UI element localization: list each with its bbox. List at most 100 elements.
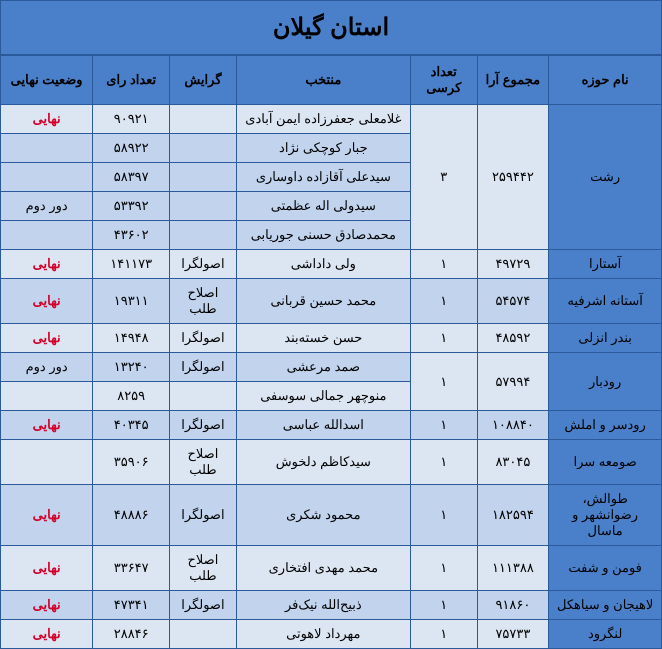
seats-cell: ۱ xyxy=(410,440,477,485)
table-row: صومعه سرا۸۳۰۴۵۱سیدکاظم دلخوشاصلاح طلب۳۵۹… xyxy=(1,440,662,485)
tendency-cell xyxy=(170,382,237,411)
vote-count-cell: ۳۵۹۰۶ xyxy=(93,440,170,485)
tendency-cell xyxy=(170,620,237,649)
district-cell: آستارا xyxy=(549,250,662,279)
status-cell xyxy=(1,440,93,485)
vote-count-cell: ۴۷۳۴۱ xyxy=(93,591,170,620)
district-cell: لاهیجان و سیاهکل xyxy=(549,591,662,620)
vote-count-cell: ۵۸۳۹۷ xyxy=(93,163,170,192)
candidate-name-cell: سیدولی اله عظمتی xyxy=(236,192,410,221)
table-row: لاهیجان و سیاهکل۹۱۸۶۰۱ذبیح‌الله نیک‌فراص… xyxy=(1,591,662,620)
tendency-cell: اصلاح طلب xyxy=(170,440,237,485)
vote-count-cell: ۴۸۸۸۶ xyxy=(93,485,170,546)
header-final-status: وضعیت نهایی xyxy=(1,56,93,105)
total-votes-cell: ۴۹۷۲۹ xyxy=(477,250,549,279)
candidate-name-cell: غلامعلی جعفرزاده ایمن آبادی xyxy=(236,105,410,134)
district-cell: بندر انزلی xyxy=(549,324,662,353)
seats-cell: ۱ xyxy=(410,353,477,411)
candidate-name-cell: حسن خسته‌بند xyxy=(236,324,410,353)
total-votes-cell: ۱۰۸۸۴۰ xyxy=(477,411,549,440)
status-cell: نهایی xyxy=(1,250,93,279)
candidate-name-cell: سیدکاظم دلخوش xyxy=(236,440,410,485)
tendency-cell: اصولگرا xyxy=(170,250,237,279)
total-votes-cell: ۱۱۱۳۸۸ xyxy=(477,546,549,591)
district-cell: صومعه سرا xyxy=(549,440,662,485)
candidate-name-cell: سیدعلی آقازاده داوساری xyxy=(236,163,410,192)
vote-count-cell: ۸۲۵۹ xyxy=(93,382,170,411)
total-votes-cell: ۲۵۹۴۴۲ xyxy=(477,105,549,250)
tendency-cell xyxy=(170,134,237,163)
total-votes-cell: ۴۸۵۹۲ xyxy=(477,324,549,353)
district-cell: طوالش، رضوانشهر و ماسال xyxy=(549,485,662,546)
total-votes-cell: ۵۴۵۷۴ xyxy=(477,279,549,324)
seats-cell: ۱ xyxy=(410,279,477,324)
table-row: بندر انزلی۴۸۵۹۲۱حسن خسته‌بنداصولگرا۱۴۹۴۸… xyxy=(1,324,662,353)
header-total-votes: مجموع آرا xyxy=(477,56,549,105)
vote-count-cell: ۱۴۹۴۸ xyxy=(93,324,170,353)
seats-cell: ۱ xyxy=(410,411,477,440)
total-votes-cell: ۵۷۹۹۴ xyxy=(477,353,549,411)
status-cell: نهایی xyxy=(1,279,93,324)
vote-count-cell: ۹۰۹۲۱ xyxy=(93,105,170,134)
candidate-name-cell: ولی داداشی xyxy=(236,250,410,279)
district-cell: آستانه اشرفیه xyxy=(549,279,662,324)
district-cell: لنگرود xyxy=(549,620,662,649)
header-tendency: گرایش xyxy=(170,56,237,105)
vote-count-cell: ۵۳۳۹۲ xyxy=(93,192,170,221)
table-row: طوالش، رضوانشهر و ماسال۱۸۲۵۹۴۱محمود شکری… xyxy=(1,485,662,546)
total-votes-cell: ۱۸۲۵۹۴ xyxy=(477,485,549,546)
vote-count-cell: ۴۰۳۴۵ xyxy=(93,411,170,440)
seats-cell: ۱ xyxy=(410,250,477,279)
status-cell: نهایی xyxy=(1,620,93,649)
district-cell: رودسر و املش xyxy=(549,411,662,440)
status-cell xyxy=(1,134,93,163)
candidate-name-cell: مهرداد لاهوتی xyxy=(236,620,410,649)
seats-cell: ۱ xyxy=(410,546,477,591)
table-row: آستارا۴۹۷۲۹۱ولی داداشیاصولگرا۱۴۱۱۷۳نهایی xyxy=(1,250,662,279)
table-row: لنگرود۷۵۷۳۳۱مهرداد لاهوتی ۲۸۸۴۶نهایی xyxy=(1,620,662,649)
tendency-cell: اصولگرا xyxy=(170,485,237,546)
tendency-cell: اصولگرا xyxy=(170,591,237,620)
candidate-name-cell: صمد مرعشی xyxy=(236,353,410,382)
tendency-cell xyxy=(170,163,237,192)
table-row: رودسر و املش۱۰۸۸۴۰۱اسدالله عباسیاصولگرا۴… xyxy=(1,411,662,440)
tendency-cell: اصولگرا xyxy=(170,353,237,382)
tendency-cell: اصولگرا xyxy=(170,324,237,353)
total-votes-cell: ۹۱۸۶۰ xyxy=(477,591,549,620)
tendency-cell: اصلاح طلب xyxy=(170,279,237,324)
district-cell: رشت xyxy=(549,105,662,250)
status-cell: نهایی xyxy=(1,546,93,591)
candidate-name-cell: ذبیح‌الله نیک‌فر xyxy=(236,591,410,620)
status-cell: دور دوم xyxy=(1,353,93,382)
status-cell: نهایی xyxy=(1,485,93,546)
total-votes-cell: ۷۵۷۳۳ xyxy=(477,620,549,649)
status-cell: نهایی xyxy=(1,591,93,620)
seats-cell: ۱ xyxy=(410,591,477,620)
table-row: رشت۲۵۹۴۴۲۳غلامعلی جعفرزاده ایمن آبادی۹۰۹… xyxy=(1,105,662,134)
vote-count-cell: ۲۸۸۴۶ xyxy=(93,620,170,649)
candidate-name-cell: منوچهر جمالی سوسفی xyxy=(236,382,410,411)
candidate-name-cell: محمدصادق حسنی جوریابی xyxy=(236,221,410,250)
district-cell: رودبار xyxy=(549,353,662,411)
tendency-cell: اصلاح طلب xyxy=(170,546,237,591)
header-district: نام حوزه xyxy=(549,56,662,105)
header-elected: منتخب xyxy=(236,56,410,105)
tendency-cell xyxy=(170,221,237,250)
status-cell xyxy=(1,382,93,411)
header-vote-count: تعداد رای xyxy=(93,56,170,105)
vote-count-cell: ۳۳۶۴۷ xyxy=(93,546,170,591)
vote-count-cell: ۱۴۱۱۷۳ xyxy=(93,250,170,279)
table-row: فومن و شفت۱۱۱۳۸۸۱محمد مهدی افتخاریاصلاح … xyxy=(1,546,662,591)
seats-cell: ۱ xyxy=(410,324,477,353)
candidate-name-cell: محمد مهدی افتخاری xyxy=(236,546,410,591)
table-row: آستانه اشرفیه۵۴۵۷۴۱محمد حسین قربانیاصلاح… xyxy=(1,279,662,324)
seats-cell: ۱ xyxy=(410,485,477,546)
status-cell: نهایی xyxy=(1,411,93,440)
seats-cell: ۳ xyxy=(410,105,477,250)
status-cell: نهایی xyxy=(1,324,93,353)
candidate-name-cell: جبار کوچکی نژاد xyxy=(236,134,410,163)
seats-cell: ۱ xyxy=(410,620,477,649)
status-cell xyxy=(1,163,93,192)
tendency-cell xyxy=(170,105,237,134)
candidate-name-cell: محمود شکری xyxy=(236,485,410,546)
